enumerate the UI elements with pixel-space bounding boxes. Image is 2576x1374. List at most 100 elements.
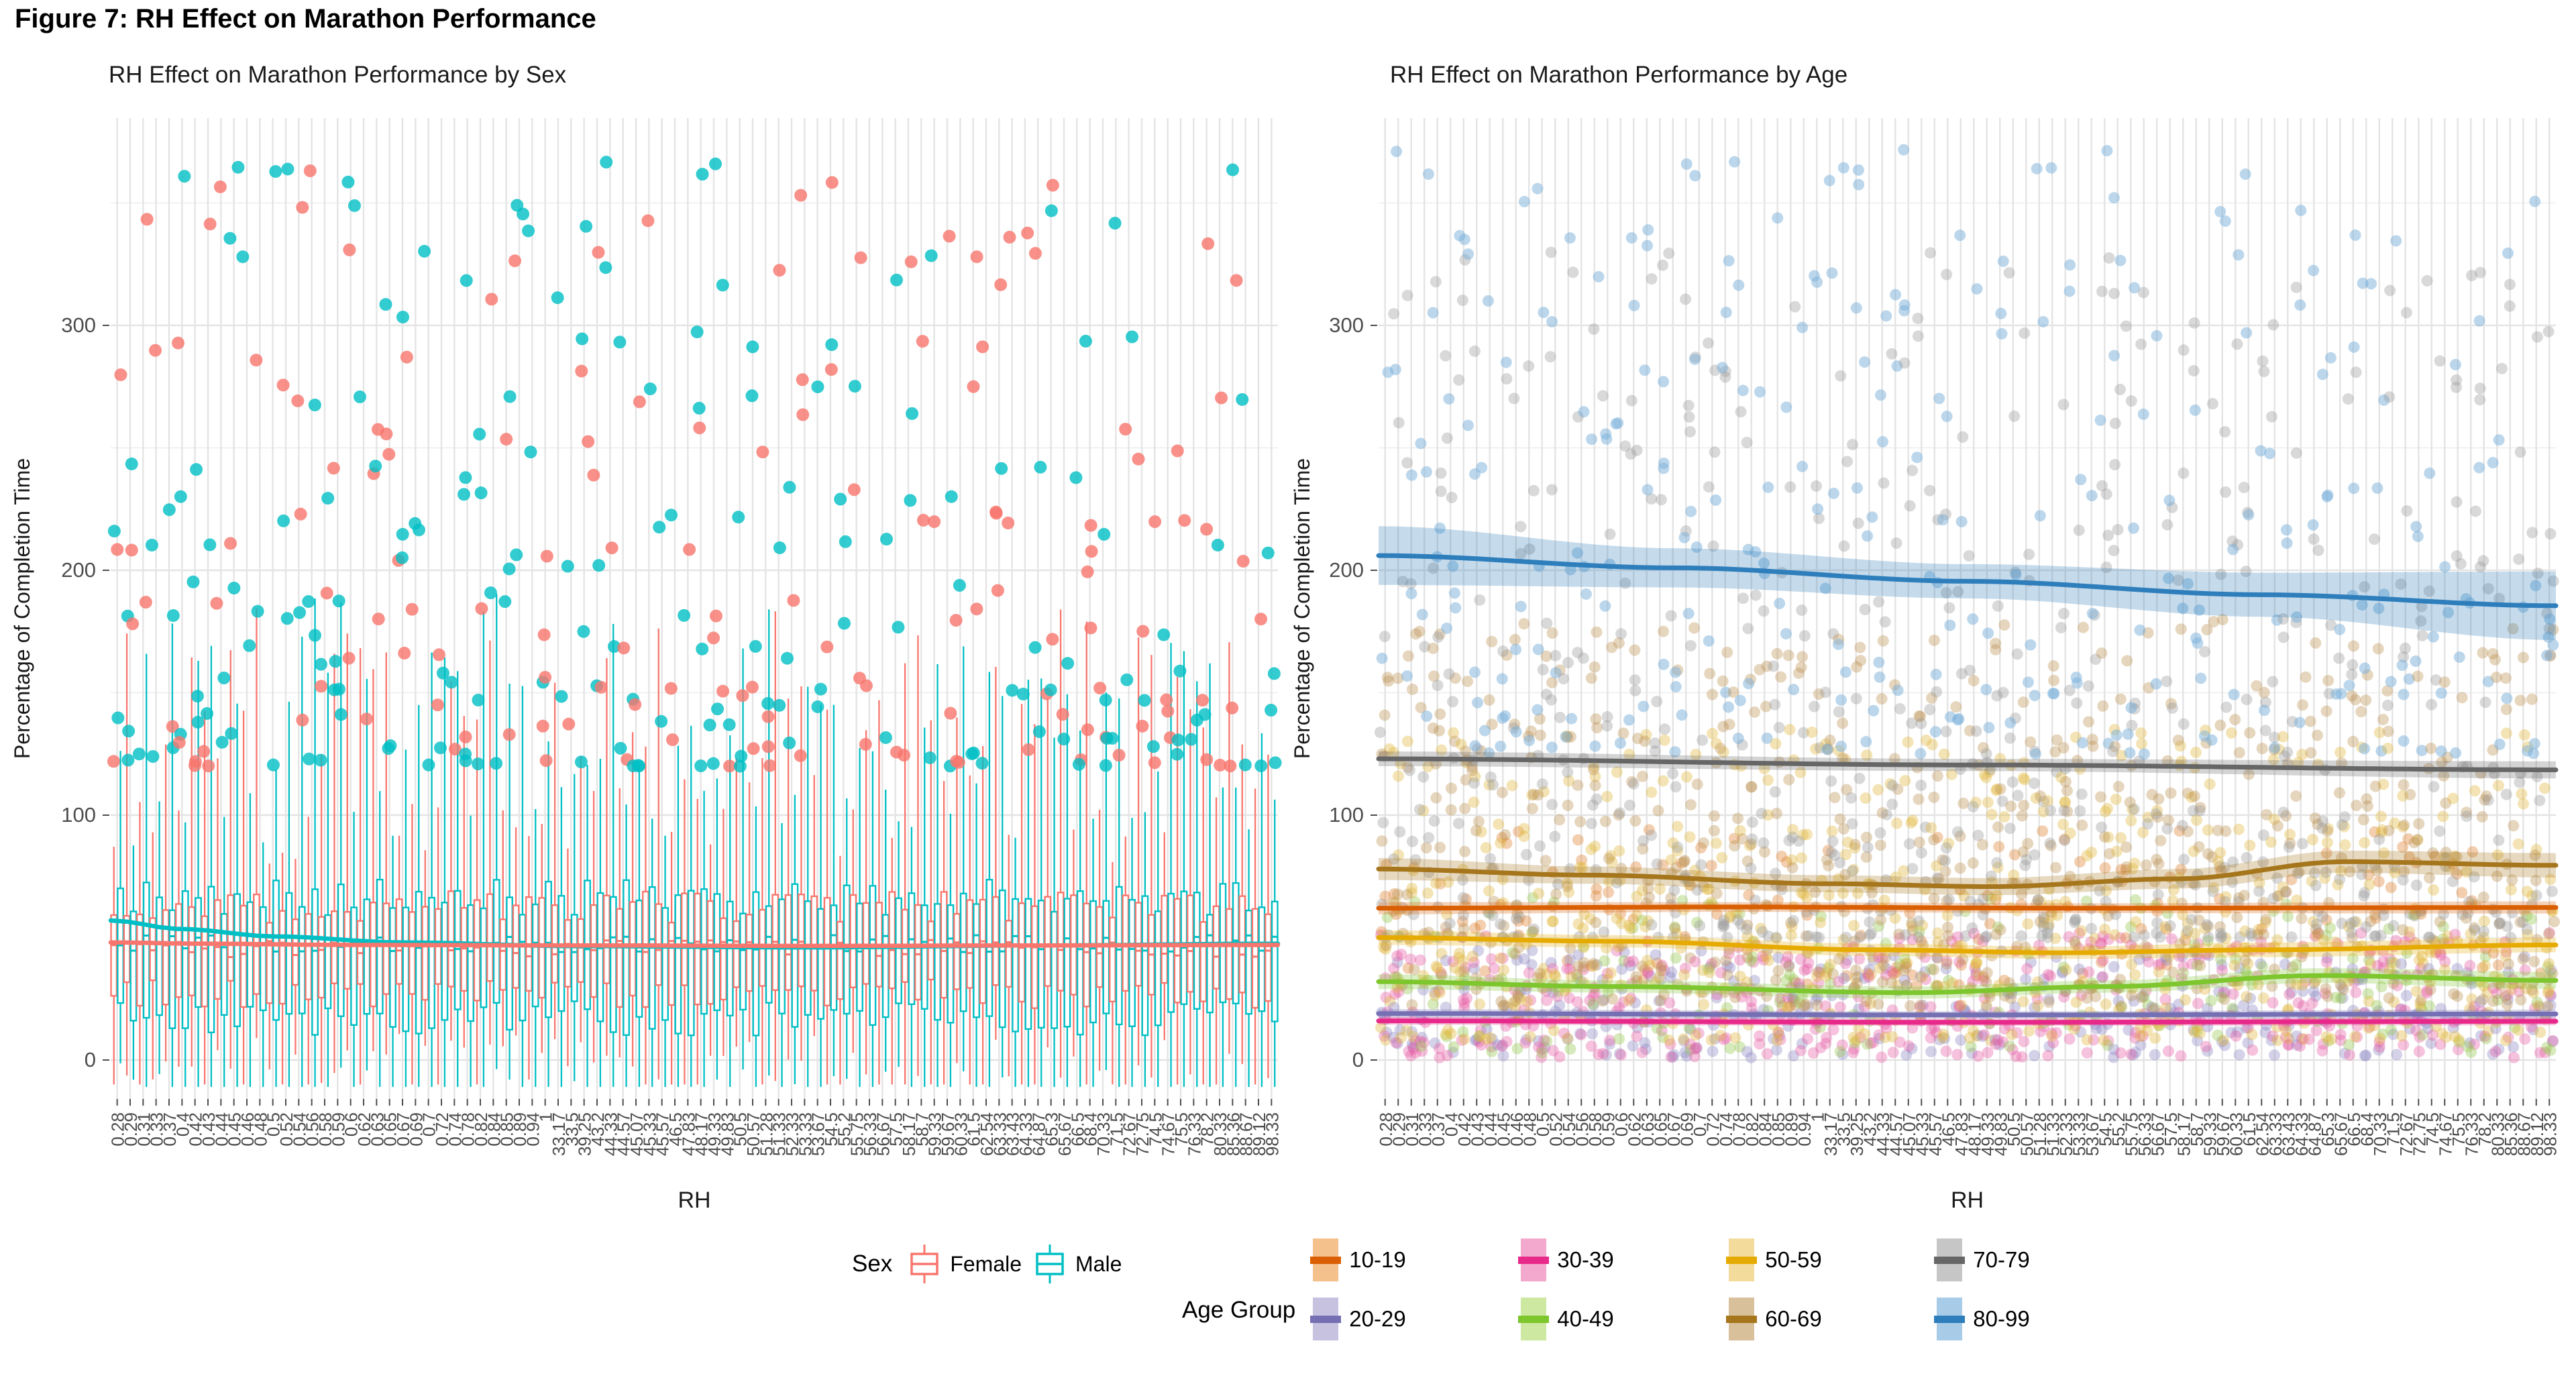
svg-text:0.89: 0.89 [1781,1112,1801,1147]
sex-legend-item-female: Female [908,1243,1022,1285]
svg-text:0.7: 0.7 [419,1112,439,1137]
svg-text:0.46: 0.46 [237,1112,258,1147]
svg-text:43.2: 43.2 [588,1112,608,1147]
svg-text:44.33: 44.33 [600,1112,621,1156]
svg-text:49.83: 49.83 [717,1112,737,1156]
sex-smooth-lines [108,918,1281,950]
svg-text:60.33: 60.33 [951,1112,971,1156]
svg-text:0.85: 0.85 [497,1112,517,1147]
svg-text:63.33: 63.33 [989,1112,1010,1156]
svg-text:64.33: 64.33 [2292,1112,2312,1156]
svg-text:74.5: 74.5 [2422,1112,2443,1147]
svg-text:0.29: 0.29 [1389,1112,1409,1147]
svg-text:0.33: 0.33 [147,1112,167,1147]
svg-text:85.36: 85.36 [1223,1112,1243,1156]
svg-text:0.42: 0.42 [186,1112,206,1147]
svg-text:300: 300 [61,313,96,337]
svg-text:63.43: 63.43 [1003,1112,1023,1156]
svg-text:0.63: 0.63 [367,1112,387,1147]
svg-text:55.75: 55.75 [847,1112,867,1156]
svg-text:0.59: 0.59 [1598,1112,1618,1147]
svg-text:0.4: 0.4 [172,1112,193,1137]
svg-text:56.67: 56.67 [873,1112,893,1156]
svg-text:0.62: 0.62 [1624,1112,1644,1147]
svg-text:58.17: 58.17 [899,1112,919,1156]
svg-text:100: 100 [61,803,96,827]
svg-text:65.67: 65.67 [1055,1112,1075,1156]
svg-text:0.84: 0.84 [1755,1112,1775,1147]
svg-text:0.74: 0.74 [445,1112,465,1147]
age-scatter-points [1374,144,2561,1063]
svg-text:0.44: 0.44 [211,1112,231,1147]
svg-text:45.57: 45.57 [653,1112,673,1156]
svg-text:50.57: 50.57 [2017,1112,2037,1156]
svg-text:56.33: 56.33 [860,1112,880,1156]
svg-text:0: 0 [1352,1048,1364,1071]
smooth-key-icon [1726,1238,1758,1281]
svg-text:45.33: 45.33 [639,1112,659,1156]
svg-text:72.75: 72.75 [2409,1112,2429,1156]
age-legend-item-70-79: 70-79 [1934,1232,2145,1288]
svg-text:0.63: 0.63 [1638,1112,1658,1147]
svg-text:0.42: 0.42 [1454,1112,1474,1147]
age-legend-grid: 10-19 20-29 30-39 40-49 50-59 60-69 70-79 80-99 [1310,1232,2145,1347]
smooth-key-icon [1934,1298,1966,1340]
svg-text:RH: RH [678,1187,710,1213]
svg-text:52.33: 52.33 [2056,1112,2076,1156]
svg-text:46.5: 46.5 [1938,1112,1958,1147]
svg-text:65.3: 65.3 [2318,1112,2338,1147]
svg-text:78.2: 78.2 [1197,1112,1218,1147]
svg-text:0.4: 0.4 [1441,1112,1461,1137]
svg-text:0.33: 0.33 [1415,1112,1435,1147]
svg-text:RH: RH [1951,1187,1984,1213]
age-legend-item-80-99: 80-99 [1934,1291,2145,1347]
svg-text:66.5: 66.5 [1067,1112,1087,1147]
svg-text:52.33: 52.33 [782,1112,802,1156]
svg-text:0.84: 0.84 [484,1112,504,1147]
svg-text:76.33: 76.33 [2461,1112,2481,1156]
svg-text:1: 1 [536,1112,556,1122]
smooth-key-icon [1310,1238,1342,1281]
age-legend-item-20-29: 20-29 [1310,1291,1521,1347]
svg-text:44.57: 44.57 [614,1112,634,1156]
svg-text:45.07: 45.07 [627,1112,647,1156]
svg-text:65.67: 65.67 [2330,1112,2351,1156]
svg-text:0.78: 0.78 [1729,1112,1749,1147]
svg-text:0.89: 0.89 [510,1112,530,1147]
svg-text:78.2: 78.2 [2475,1112,2495,1147]
svg-text:0.62: 0.62 [354,1112,374,1147]
svg-text:0.5: 0.5 [264,1112,284,1137]
svg-text:1: 1 [1807,1112,1827,1122]
age-legend-item-40-49: 40-49 [1518,1291,1729,1347]
svg-text:50.5: 50.5 [731,1112,751,1147]
figure-title: Figure 7: RH Effect on Marathon Performa… [15,4,596,34]
sex-legend-label: Female [950,1251,1022,1276]
svg-text:39.25: 39.25 [575,1112,595,1156]
svg-text:72.67: 72.67 [1120,1112,1140,1156]
svg-text:98.33: 98.33 [1262,1112,1282,1156]
svg-text:48.17: 48.17 [1964,1112,1984,1156]
svg-text:64.87: 64.87 [1028,1112,1049,1156]
svg-text:80.33: 80.33 [2487,1112,2508,1156]
svg-text:0.45: 0.45 [1493,1112,1513,1147]
svg-text:0.54: 0.54 [289,1112,309,1147]
left-panel-title: RH Effect on Marathon Performance by Sex [109,62,567,88]
svg-text:75.5: 75.5 [2449,1112,2469,1147]
svg-text:33.17: 33.17 [1821,1112,1841,1156]
svg-text:0.94: 0.94 [523,1112,543,1147]
right-panel-title: RH Effect on Marathon Performance by Age [1390,62,1848,88]
svg-text:71.5: 71.5 [1106,1112,1126,1147]
svg-text:43.2: 43.2 [1860,1112,1880,1147]
svg-text:54.5: 54.5 [821,1112,841,1147]
svg-text:0.5: 0.5 [1533,1112,1553,1137]
svg-text:50.5: 50.5 [2004,1112,2024,1147]
svg-text:88.67: 88.67 [1236,1112,1256,1156]
svg-text:0.31: 0.31 [1402,1112,1422,1147]
age-legend-item-60-69: 60-69 [1726,1291,1937,1347]
svg-text:100: 100 [1329,803,1364,827]
svg-text:0.43: 0.43 [1467,1112,1487,1147]
svg-text:0.74: 0.74 [1716,1112,1736,1147]
svg-text:55.2: 55.2 [2108,1112,2129,1147]
sex-boxplots [110,594,1279,1088]
svg-text:74.67: 74.67 [1159,1112,1179,1156]
